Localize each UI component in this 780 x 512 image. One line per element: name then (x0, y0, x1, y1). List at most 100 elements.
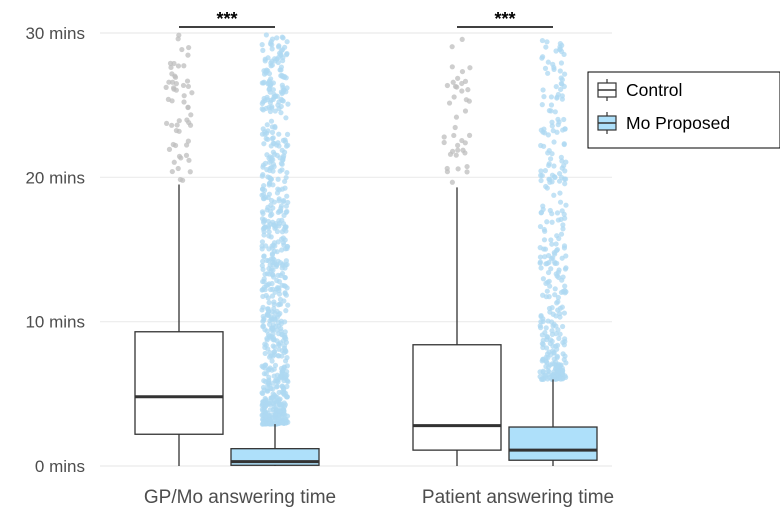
outlier-point (274, 327, 280, 333)
outlier-point (278, 110, 284, 116)
outlier-point (548, 266, 554, 272)
outlier-point (465, 87, 471, 93)
outlier-point (275, 186, 281, 192)
outlier-point (558, 231, 565, 237)
outlier-point (269, 327, 275, 333)
outlier-point (264, 130, 270, 136)
outlier-point (272, 108, 278, 114)
outlier-point (261, 253, 267, 260)
outlier-point (553, 313, 559, 319)
outlier-point (265, 367, 271, 373)
outlier-point (551, 163, 557, 169)
outlier-point (278, 203, 285, 209)
outlier-point (556, 178, 563, 184)
outlier-point (260, 126, 266, 132)
outlier-point (279, 90, 285, 97)
outlier-point (283, 115, 289, 121)
outlier-point (269, 155, 275, 161)
outlier-point (275, 140, 281, 146)
outlier-point (261, 79, 267, 85)
outlier-point (555, 307, 561, 313)
outlier-point (170, 79, 176, 85)
outlier-point (538, 265, 544, 271)
outlier-point (274, 377, 280, 383)
outlier-point (441, 134, 447, 140)
outlier-point (553, 331, 559, 337)
outlier-point (559, 158, 565, 164)
outlier-point (542, 168, 548, 174)
outlier-point (279, 331, 285, 337)
outlier-point (270, 380, 276, 386)
outlier-point (557, 46, 563, 52)
outlier-point (266, 229, 272, 235)
outlier-point (550, 61, 556, 67)
outlier-point (552, 109, 558, 115)
outlier-point (462, 140, 468, 146)
outlier-point (264, 257, 270, 263)
outlier-point (265, 386, 271, 392)
outlier-point (267, 82, 273, 88)
outlier-point (557, 190, 563, 196)
outlier-point (266, 321, 273, 328)
outlier-point (540, 87, 546, 93)
outlier-point (267, 417, 273, 423)
outlier-point (280, 84, 286, 91)
outlier-point (259, 421, 266, 427)
significance-label: *** (216, 9, 237, 29)
outlier-point (271, 344, 278, 350)
outlier-point (539, 37, 546, 44)
outlier-point (271, 398, 278, 404)
outlier-point (562, 181, 568, 187)
outlier-point (562, 283, 568, 289)
outlier-point (183, 152, 190, 158)
outlier-point (455, 147, 461, 153)
outlier-point (282, 283, 288, 289)
outlier-point (547, 283, 553, 289)
outlier-point (181, 63, 187, 69)
outlier-point (277, 401, 283, 407)
outlier-point (259, 173, 265, 179)
outlier-point (170, 141, 176, 148)
outlier-point (284, 169, 290, 176)
outlier-point (562, 287, 568, 294)
outlier-point (284, 131, 291, 137)
outlier-point (542, 246, 549, 252)
outlier-point (266, 299, 272, 306)
outlier-point (444, 82, 450, 89)
outlier-point (186, 44, 192, 51)
outlier-point (261, 195, 267, 202)
outlier-point (281, 343, 288, 349)
outlier-point (259, 239, 266, 245)
outlier-point (284, 39, 290, 45)
outlier-point (175, 63, 182, 69)
outlier-point (189, 90, 195, 96)
outlier-point (559, 304, 565, 310)
outlier-point (172, 74, 179, 80)
outlier-point (552, 286, 558, 292)
outlier-point (553, 247, 560, 254)
outlier-point (270, 335, 277, 341)
outlier-point (547, 176, 553, 183)
outlier-point (281, 374, 288, 380)
outlier-point (545, 318, 551, 324)
outlier-point (269, 293, 276, 299)
outlier-point (270, 182, 276, 188)
outlier-point (562, 266, 569, 272)
outlier-point (271, 248, 278, 254)
outlier-point (175, 165, 181, 172)
outlier-point (538, 142, 544, 149)
outlier-point (447, 151, 454, 157)
outlier-point (187, 169, 193, 175)
outlier-point (185, 83, 192, 90)
outlier-point (262, 341, 268, 347)
outlier-point (544, 219, 550, 225)
outlier-point (278, 419, 285, 425)
outlier-point (543, 44, 549, 50)
outlier-point (270, 261, 276, 268)
outlier-point (542, 228, 548, 234)
outlier-point (554, 260, 560, 266)
outlier-point (466, 98, 472, 104)
outlier-point (557, 199, 564, 205)
outlier-point (551, 356, 557, 362)
